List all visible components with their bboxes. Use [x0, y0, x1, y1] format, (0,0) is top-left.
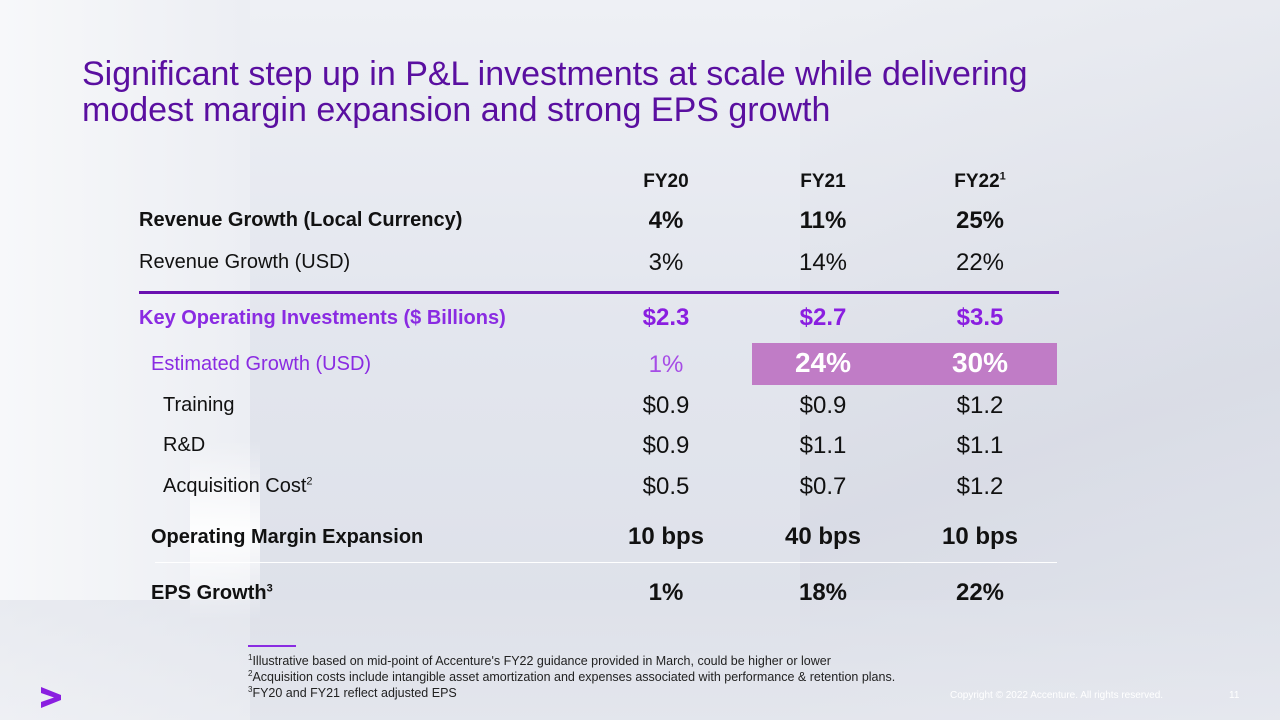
footnote-2-text: Acquisition costs include intangible ass… — [252, 670, 896, 684]
row-label-eps-growth: EPS Growth3 — [151, 582, 273, 605]
footnote-2: 2Acquisition costs include intangible as… — [248, 669, 895, 685]
footnote-3: 3FY20 and FY21 reflect adjusted EPS — [248, 685, 895, 701]
row-label-acquisition-cost: Acquisition Cost2 — [163, 475, 313, 498]
value-operating-margin-fy21: 40 bps — [784, 523, 862, 550]
header-fy22: FY221 — [905, 171, 1055, 193]
value-training-fy21: $0.9 — [799, 392, 847, 419]
value-eps-growth-fy22: 22% — [955, 579, 1005, 606]
value-rnd-fy22: $1.1 — [956, 432, 1004, 459]
accenture-logo-icon — [41, 687, 61, 708]
footnote-3-text: FY20 and FY21 reflect adjusted EPS — [252, 686, 457, 700]
footnote-1-text: Illustrative based on mid-point of Accen… — [252, 654, 831, 668]
row-label-training: Training — [163, 394, 235, 416]
value-acquisition-cost-fy20: $0.5 — [642, 473, 690, 500]
value-revenue-growth-usd-fy22: 22% — [955, 249, 1005, 276]
row-label-rnd: R&D — [163, 434, 206, 456]
header-fy20: FY20 — [643, 171, 689, 192]
value-estimated-growth-fy20: 1% — [648, 351, 684, 378]
page-number: 11 — [1229, 690, 1240, 701]
row-label-revenue-growth-usd: Revenue Growth (USD) — [139, 251, 351, 273]
slide-title-line-1: Significant step up in P&L investments a… — [82, 55, 1028, 93]
value-estimated-growth-fy21: 24% — [794, 347, 852, 378]
value-revenue-growth-usd-fy21: 14% — [798, 249, 848, 276]
footnote-1: 1Illustrative based on mid-point of Acce… — [248, 653, 895, 669]
value-acquisition-cost-fy21: $0.7 — [799, 473, 847, 500]
value-operating-margin-fy20: 10 bps — [627, 523, 705, 550]
value-key-investments-fy20: $2.3 — [642, 304, 690, 331]
footnote-1-marker: 1 — [248, 652, 253, 662]
slide-title-line-2: modest margin expansion and strong EPS g… — [82, 91, 831, 129]
value-eps-growth-fy20: 1% — [648, 579, 684, 606]
value-key-investments-fy21: $2.7 — [799, 304, 847, 331]
value-operating-margin-fy22: 10 bps — [941, 523, 1019, 550]
copyright-text: Copyright © 2022 Accenture. All rights r… — [950, 690, 1164, 701]
footnote-2-marker: 2 — [248, 668, 253, 678]
row-label-eps-growth-text: EPS Growth — [151, 582, 267, 604]
value-estimated-growth-fy22: 30% — [951, 347, 1009, 378]
value-revenue-growth-usd-fy20: 3% — [648, 249, 684, 276]
footnote-divider — [248, 645, 296, 647]
estimated-growth-highlight — [752, 343, 1057, 385]
value-training-fy22: $1.2 — [956, 392, 1004, 419]
value-training-fy20: $0.9 — [642, 392, 690, 419]
value-key-investments-fy22: $3.5 — [956, 304, 1004, 331]
row-label-acquisition-cost-text: Acquisition Cost — [163, 475, 307, 497]
footnote-3-marker: 3 — [248, 684, 253, 694]
value-revenue-growth-local-fy22: 25% — [955, 207, 1005, 234]
row-label-key-operating-investments: Key Operating Investments ($ Billions) — [139, 307, 506, 329]
value-rnd-fy20: $0.9 — [642, 432, 690, 459]
section-divider-white — [155, 562, 1057, 563]
value-rnd-fy21: $1.1 — [799, 432, 847, 459]
header-fy22-footnote-marker: 1 — [999, 170, 1006, 183]
value-eps-growth-fy21: 18% — [798, 579, 848, 606]
slide-title: Significant step up in P&L investments a… — [82, 56, 1182, 128]
footnotes: 1Illustrative based on mid-point of Acce… — [248, 653, 895, 701]
row-label-operating-margin-expansion: Operating Margin Expansion — [151, 526, 424, 548]
header-fy22-text: FY22 — [954, 171, 1000, 192]
eps-growth-footnote-marker: 3 — [266, 582, 273, 595]
row-label-revenue-growth-local: Revenue Growth (Local Currency) — [139, 209, 463, 231]
value-revenue-growth-local-fy21: 11% — [799, 207, 847, 234]
value-acquisition-cost-fy22: $1.2 — [956, 473, 1004, 500]
section-divider-purple — [139, 291, 1059, 294]
row-label-estimated-growth: Estimated Growth (USD) — [151, 353, 372, 375]
acquisition-cost-footnote-marker: 2 — [306, 475, 313, 488]
header-fy21: FY21 — [800, 171, 846, 192]
value-revenue-growth-local-fy20: 4% — [648, 207, 684, 234]
